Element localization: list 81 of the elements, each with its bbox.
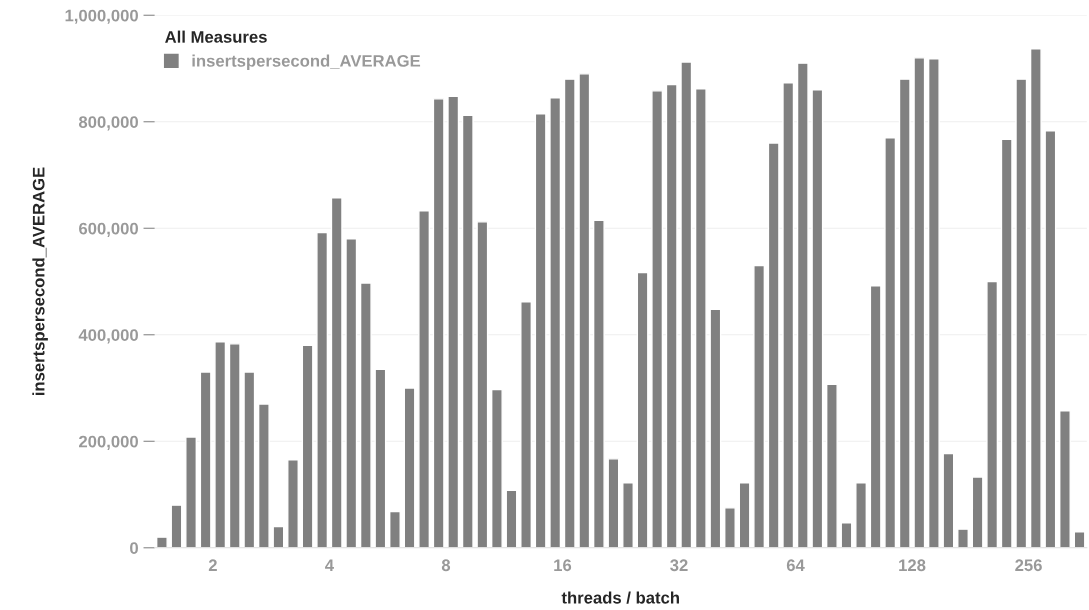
bar (1073, 531, 1086, 548)
x-axis-title: threads / batch (561, 591, 679, 604)
bar (636, 271, 649, 548)
bar (724, 507, 736, 548)
bar (986, 280, 999, 548)
bar (898, 78, 911, 548)
bar (359, 282, 372, 548)
bar (709, 308, 722, 548)
bar (578, 73, 591, 548)
bar (738, 482, 751, 548)
bar (520, 301, 532, 548)
bar (476, 221, 489, 548)
bar (447, 95, 460, 548)
bar (534, 113, 547, 548)
bar (199, 371, 212, 548)
bar (155, 536, 168, 548)
bar (1015, 78, 1028, 548)
bar (170, 504, 183, 548)
x-tick-label: 256 (1015, 559, 1042, 572)
x-tick-label: 64 (786, 559, 805, 572)
bar (214, 340, 227, 548)
bar (1059, 410, 1071, 548)
y-axis-title: insertspersecond_AVERAGE (32, 167, 48, 396)
bar (607, 458, 620, 548)
bar (782, 82, 795, 548)
bar (971, 476, 984, 548)
bar (403, 387, 416, 548)
bar (287, 459, 299, 548)
bar (330, 197, 343, 548)
legend-label: insertspersecond_AVERAGE (192, 54, 421, 71)
y-tick-label: 600,000 (79, 222, 138, 237)
bar (563, 78, 576, 548)
x-tick-label: 8 (441, 559, 451, 572)
bar (753, 264, 766, 548)
bar (811, 89, 824, 548)
bar (1029, 48, 1042, 548)
bar (345, 238, 358, 548)
x-tick-label: 2 (208, 559, 217, 571)
bar (592, 219, 605, 548)
bar (694, 88, 707, 548)
y-tick-label: 1,000,000 (65, 9, 138, 24)
bar (243, 371, 256, 548)
bar (913, 57, 926, 548)
bar (505, 489, 518, 548)
bar (257, 403, 270, 548)
bar (869, 285, 882, 548)
bar (490, 388, 503, 548)
x-tick-label: 4 (325, 559, 334, 571)
x-tick-label: 128 (899, 559, 926, 572)
bar (316, 231, 329, 548)
bar (418, 209, 431, 548)
bar (185, 436, 197, 548)
bar (301, 344, 314, 548)
bar (651, 90, 664, 548)
bar (927, 58, 940, 548)
bar (432, 98, 445, 548)
bar (840, 522, 853, 548)
bar (767, 142, 780, 548)
legend-title: All Measures (165, 30, 267, 43)
x-tick-label: 16 (554, 559, 572, 572)
bar (665, 83, 678, 548)
bar (374, 368, 387, 548)
bar (1044, 130, 1057, 548)
bar (622, 482, 634, 548)
y-tick-label: 400,000 (78, 329, 138, 344)
bar (389, 510, 401, 548)
y-tick-label: 200,000 (79, 435, 138, 450)
y-tick-label: 800,000 (78, 116, 138, 131)
bar (680, 61, 693, 548)
bar (796, 62, 809, 548)
bar (549, 97, 562, 548)
x-tick-label: 32 (670, 559, 688, 572)
bar (855, 482, 867, 548)
bar (825, 383, 838, 548)
bar (1000, 138, 1013, 548)
bar (942, 452, 955, 548)
y-tick-label: 0 (130, 542, 138, 554)
bar (228, 343, 241, 548)
bar (461, 114, 474, 548)
bar (884, 137, 897, 548)
bar (957, 528, 969, 548)
